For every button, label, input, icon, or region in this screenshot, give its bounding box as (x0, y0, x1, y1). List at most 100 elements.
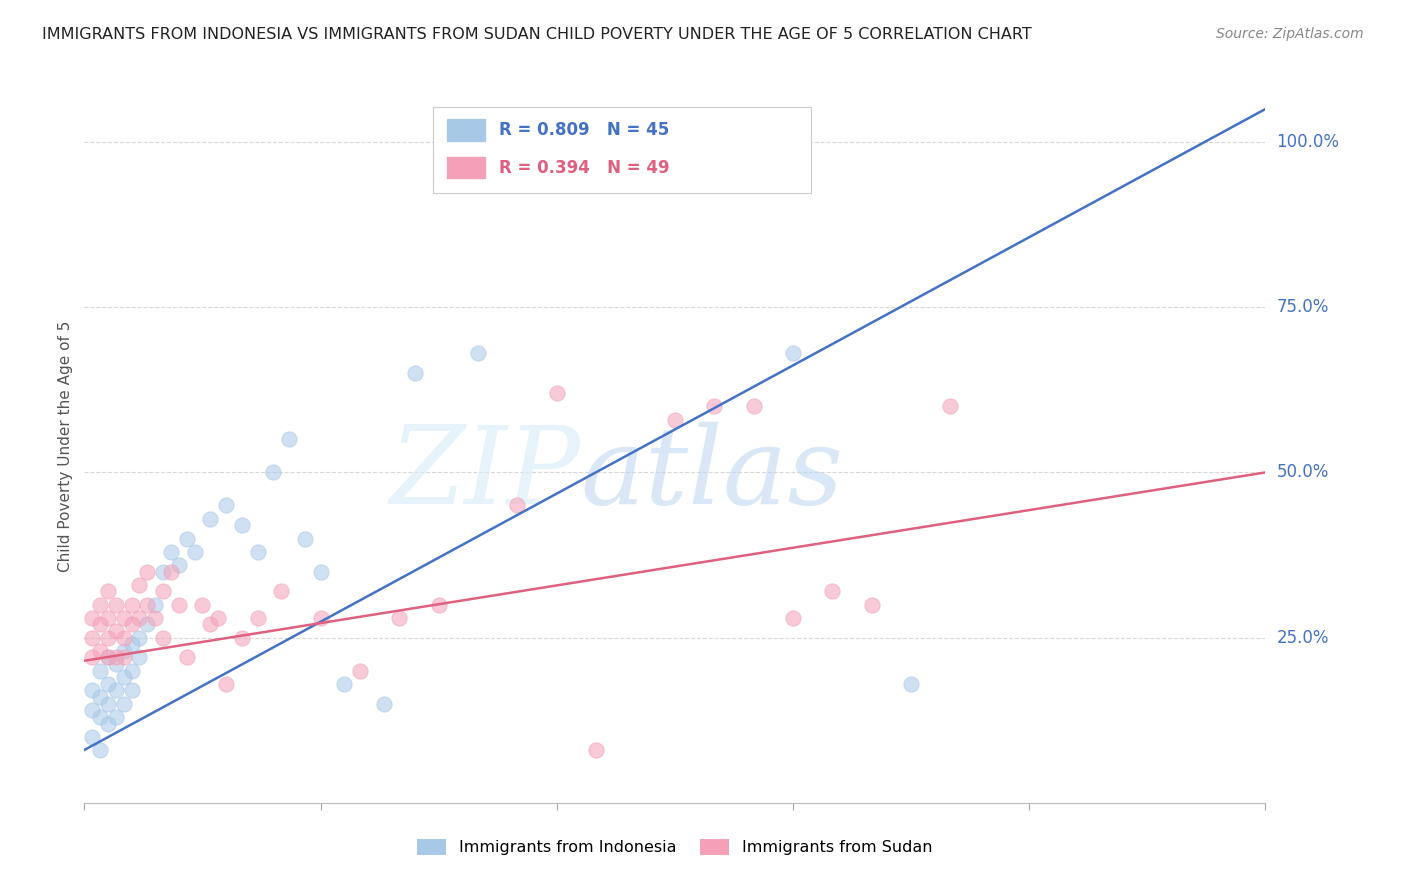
Point (152, 631, 174, 645)
Point (160, 545, 183, 559)
Point (309, 565, 332, 579)
Point (82, 730, 104, 744)
Point (136, 617, 159, 632)
Point (128, 611, 150, 625)
Point (136, 565, 159, 579)
Point (97, 716, 120, 731)
Point (136, 598, 159, 612)
Point (89, 690, 111, 704)
Point (506, 499, 529, 513)
Point (121, 637, 143, 651)
Point (143, 611, 166, 625)
Point (176, 532, 198, 546)
Point (82, 683, 104, 698)
Point (294, 532, 316, 546)
Legend: Immigrants from Indonesia, Immigrants from Sudan: Immigrants from Indonesia, Immigrants fr… (418, 838, 932, 855)
Point (860, 598, 883, 612)
Point (703, 400, 725, 414)
Point (121, 664, 143, 678)
Point (104, 710, 127, 724)
Text: R = 0.809   N = 45: R = 0.809 N = 45 (499, 121, 669, 139)
Point (664, 412, 686, 426)
Text: atlas: atlas (581, 422, 844, 527)
Point (191, 598, 214, 612)
Text: 100.0%: 100.0% (1277, 133, 1340, 151)
FancyBboxPatch shape (433, 107, 811, 193)
Point (246, 545, 269, 559)
Point (128, 578, 150, 592)
Point (104, 683, 127, 698)
Point (112, 650, 135, 665)
Point (167, 598, 190, 612)
Point (112, 631, 135, 645)
Text: IMMIGRANTS FROM INDONESIA VS IMMIGRANTS FROM SUDAN CHILD POVERTY UNDER THE AGE O: IMMIGRANTS FROM INDONESIA VS IMMIGRANTS … (42, 27, 1032, 42)
Point (427, 598, 450, 612)
Point (82, 650, 104, 665)
Point (546, 386, 568, 401)
Point (112, 670, 135, 684)
Point (467, 346, 489, 360)
Text: ZIP: ZIP (389, 422, 581, 527)
Point (215, 677, 238, 691)
Point (104, 650, 127, 665)
Text: 75.0%: 75.0% (1277, 298, 1329, 317)
Text: Source: ZipAtlas.com: Source: ZipAtlas.com (1216, 27, 1364, 41)
Point (200, 617, 222, 632)
Point (270, 584, 292, 599)
Point (89, 743, 111, 757)
Point (664, 135, 686, 149)
Point (742, 400, 765, 414)
Bar (447, 157, 485, 178)
Point (333, 677, 356, 691)
Point (782, 611, 804, 625)
Point (388, 611, 411, 625)
Point (349, 664, 371, 678)
Text: R = 0.394   N = 49: R = 0.394 N = 49 (499, 159, 669, 177)
Point (373, 697, 395, 711)
Point (167, 558, 190, 572)
Point (121, 683, 143, 698)
Point (278, 433, 301, 447)
Point (112, 697, 135, 711)
Point (546, 135, 568, 149)
Point (121, 617, 143, 632)
Point (128, 650, 150, 665)
Point (404, 367, 426, 381)
Point (782, 346, 804, 360)
Point (207, 611, 229, 625)
Point (82, 703, 104, 717)
Point (112, 611, 135, 625)
Point (160, 565, 183, 579)
Point (112, 644, 135, 658)
Point (585, 743, 607, 757)
Point (183, 545, 205, 559)
Point (89, 617, 111, 632)
Point (97, 677, 120, 691)
Point (82, 611, 104, 625)
Point (97, 611, 120, 625)
Point (231, 631, 253, 645)
Point (104, 598, 127, 612)
Point (246, 611, 269, 625)
Point (200, 511, 222, 525)
Bar (447, 120, 485, 141)
Text: 50.0%: 50.0% (1277, 464, 1329, 482)
Point (89, 664, 111, 678)
Point (152, 584, 174, 599)
Point (215, 499, 238, 513)
Point (89, 598, 111, 612)
Point (97, 631, 120, 645)
Point (104, 657, 127, 671)
Point (143, 598, 166, 612)
Text: 25.0%: 25.0% (1277, 629, 1329, 647)
Point (97, 584, 120, 599)
Point (97, 650, 120, 665)
Point (89, 710, 111, 724)
Point (104, 624, 127, 638)
Y-axis label: Child Poverty Under the Age of 5: Child Poverty Under the Age of 5 (58, 320, 73, 572)
Point (152, 565, 174, 579)
Point (128, 631, 150, 645)
Point (231, 518, 253, 533)
Point (82, 631, 104, 645)
Point (309, 611, 332, 625)
